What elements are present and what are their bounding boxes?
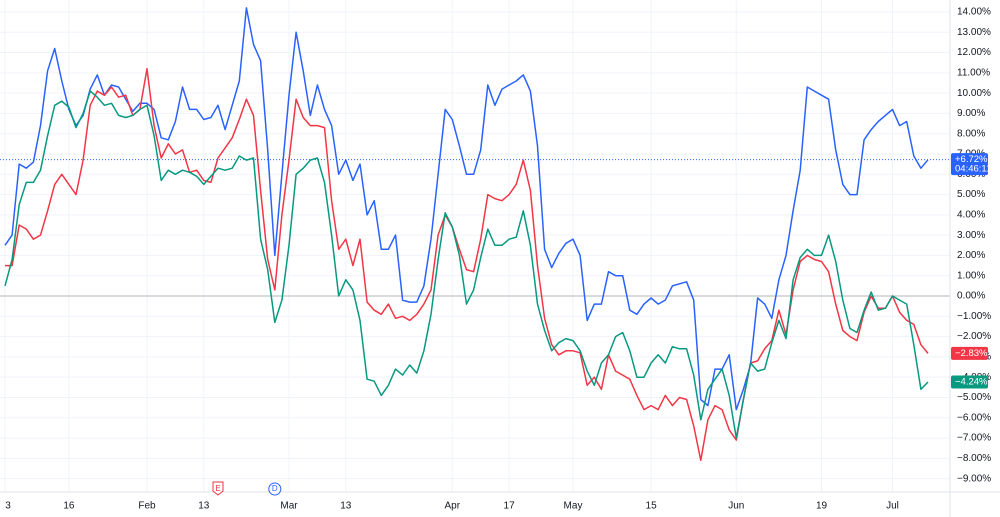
x-tick-label: Feb <box>138 501 156 512</box>
x-tick-label: 13 <box>198 501 210 512</box>
y-tick-label: 13.00% <box>957 27 991 38</box>
y-tick-label: −8.00% <box>957 453 991 464</box>
y-tick-label: 1.00% <box>957 270 985 281</box>
last-value-box <box>951 375 988 389</box>
y-tick-label: 4.00% <box>957 209 985 220</box>
y-tick-label: −9.00% <box>957 473 991 484</box>
last-value-box <box>951 346 988 360</box>
line-series <box>4 90 929 439</box>
x-tick-label: Apr <box>445 501 461 512</box>
x-tick-label: 3 <box>5 501 11 512</box>
y-tick-label: 0.00% <box>957 291 985 302</box>
countdown-label: 04:46:11 <box>955 164 991 175</box>
last-value-label: −4.24% <box>955 377 988 388</box>
x-tick-label: 15 <box>646 501 658 512</box>
y-tick-label: 3.00% <box>957 230 985 241</box>
y-tick-label: 12.00% <box>957 47 991 58</box>
event-label: D <box>272 484 278 493</box>
y-tick-label: 14.00% <box>957 7 991 18</box>
x-tick-label: Mar <box>280 501 298 512</box>
line-series <box>5 68 929 462</box>
event-marker <box>212 481 224 496</box>
last-value-label: −2.83% <box>955 348 988 359</box>
last-value-label: +6.72% <box>955 154 988 165</box>
event-marker <box>268 482 282 496</box>
y-tick-label: −7.00% <box>957 433 991 444</box>
y-tick-label: 9.00% <box>957 108 985 119</box>
x-tick-label: 17 <box>504 501 516 512</box>
y-tick-label: 5.00% <box>957 189 985 200</box>
y-tick-label: 8.00% <box>957 128 985 139</box>
event-label: E <box>215 484 220 493</box>
x-tick-label: May <box>564 501 583 512</box>
x-tick-label: Jun <box>728 501 744 512</box>
x-tick-label: 19 <box>816 501 828 512</box>
y-tick-label: 2.00% <box>957 250 985 261</box>
y-tick-label: −5.00% <box>957 392 991 403</box>
y-tick-label: −1.00% <box>957 311 991 322</box>
x-tick-label: 16 <box>63 501 75 512</box>
x-tick-label: Jul <box>886 501 899 512</box>
x-tick-label: 13 <box>340 501 352 512</box>
y-tick-label: 10.00% <box>957 88 991 99</box>
line-series <box>4 7 929 411</box>
last-value-box <box>951 153 988 176</box>
y-tick-label: −6.00% <box>957 412 991 423</box>
y-tick-label: 11.00% <box>957 67 990 78</box>
y-tick-label: −2.00% <box>957 331 991 342</box>
